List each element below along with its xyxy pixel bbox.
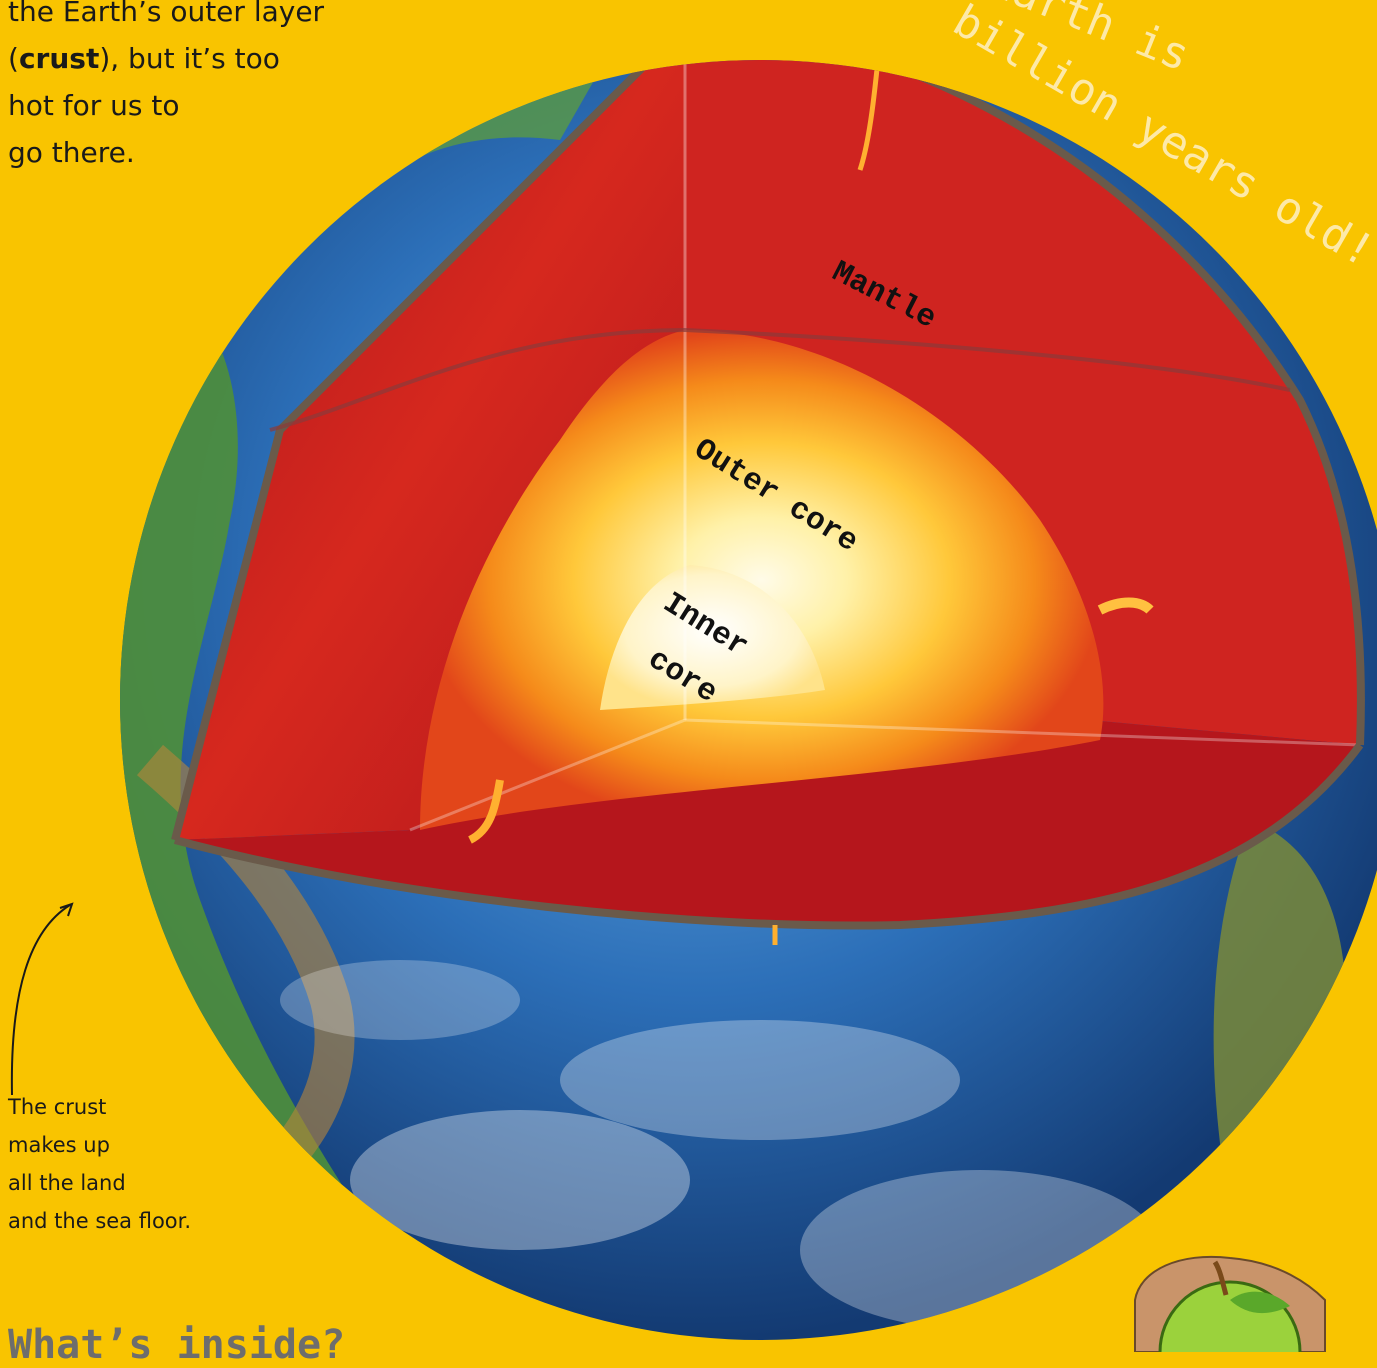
crust-arrow [12,905,70,1095]
intro-line-4: go there. [8,129,428,176]
crust-caption: The crust makes up all the land and the … [8,1088,268,1240]
section-heading: What’s inside? [8,1322,345,1368]
caption-line-3: all the land [8,1164,268,1202]
intro-text: the Earth’s outer layer (crust), but it’… [8,0,428,176]
apple-illustration [1135,1257,1325,1352]
intro-line-2-rest: ), but it’s too [99,42,280,75]
caption-line-4: and the sea floor. [8,1202,268,1240]
intro-paren-open: ( [8,42,19,75]
intro-line-2: (crust), but it’s too [8,35,428,82]
caption-line-2: makes up [8,1126,268,1164]
intro-line-3: hot for us to [8,82,428,129]
caption-line-1: The crust [8,1088,268,1126]
earth-age-fact: Earth is billion years old! [990,0,1350,285]
intro-line-1: the Earth’s outer layer [8,0,428,35]
crust-term: crust [19,42,99,75]
